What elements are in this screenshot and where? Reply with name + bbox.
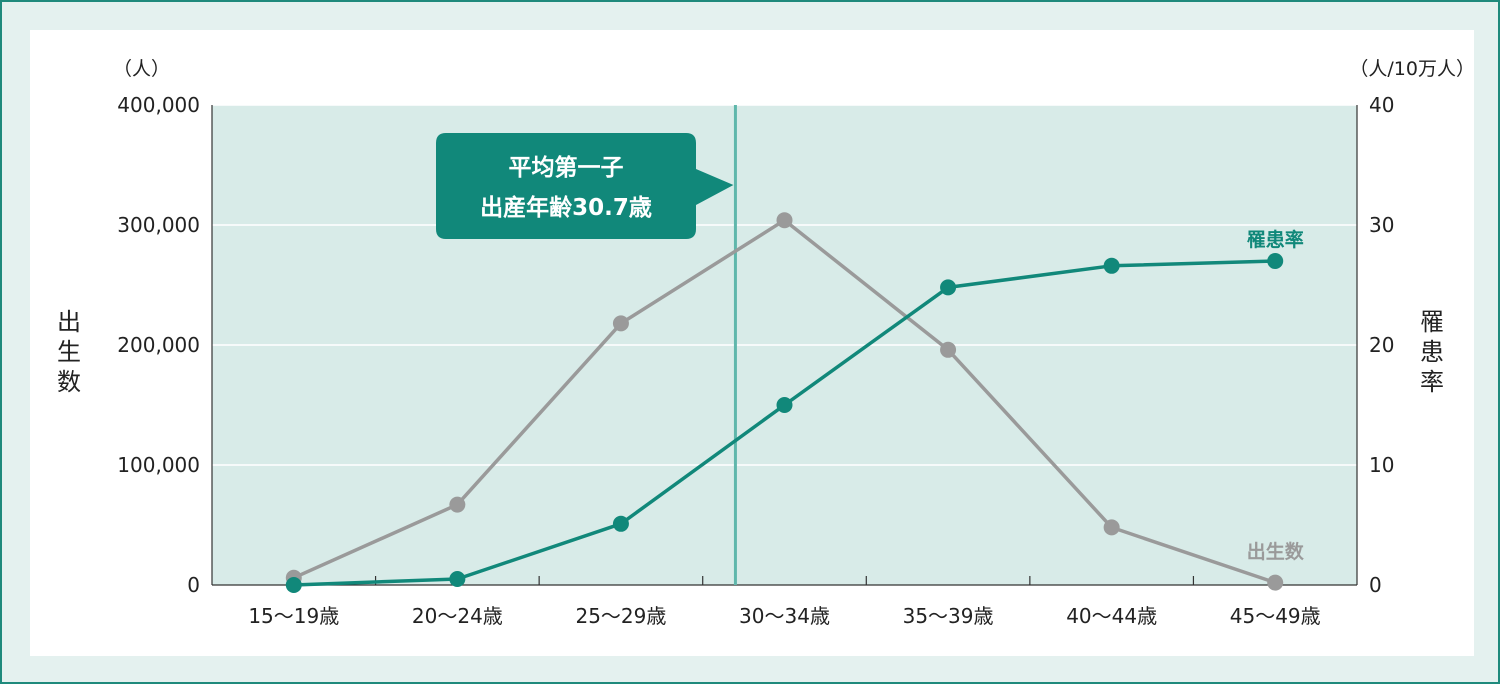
right-tick-label: 10 bbox=[1369, 453, 1394, 477]
data-point bbox=[612, 315, 629, 332]
series-layer bbox=[285, 212, 1284, 593]
axis-title-char: 罹 bbox=[1420, 308, 1444, 336]
category-label: 15〜19歳 bbox=[248, 604, 339, 628]
callout-box bbox=[436, 133, 734, 239]
data-point bbox=[776, 212, 793, 229]
axis-title-char: 数 bbox=[57, 368, 81, 396]
axis-title-char: 出 bbox=[57, 308, 81, 336]
category-label: 45〜49歳 bbox=[1230, 604, 1321, 628]
data-point bbox=[1103, 257, 1120, 274]
data-point bbox=[449, 496, 466, 513]
left-axis-ticks: 0 100,000 200,000 300,000 400,000 bbox=[117, 93, 200, 597]
data-point bbox=[940, 279, 957, 296]
right-tick-label: 20 bbox=[1369, 333, 1394, 357]
right-axis-ticks: 0 10 20 30 40 bbox=[1369, 93, 1394, 597]
data-point bbox=[449, 571, 466, 587]
callout-line-2: 出産年齢30.7歳 bbox=[480, 194, 652, 221]
category-label: 35〜39歳 bbox=[903, 604, 994, 628]
left-tick-label: 300,000 bbox=[117, 213, 200, 237]
data-point bbox=[776, 397, 793, 413]
axis-title-char: 率 bbox=[1420, 368, 1444, 396]
axis-title-char: 生 bbox=[57, 338, 81, 366]
category-label: 30〜34歳 bbox=[739, 604, 830, 628]
right-tick-label: 0 bbox=[1369, 573, 1382, 597]
data-point bbox=[1267, 253, 1284, 269]
left-tick-label: 200,000 bbox=[117, 333, 200, 357]
data-point bbox=[285, 577, 302, 593]
data-point bbox=[1103, 519, 1120, 536]
right-axis-unit: （人/10万人） bbox=[1349, 58, 1475, 80]
left-axis-title: 出生数 bbox=[57, 308, 81, 396]
data-point bbox=[1267, 574, 1284, 591]
series-label-incidence: 罹患率 bbox=[1247, 228, 1304, 251]
x-axis: 15〜19歳 20〜24歳 25〜29歳 30〜34歳 35〜39歳 40〜44歳 45〜4… bbox=[211, 105, 1358, 628]
right-tick-label: 30 bbox=[1369, 213, 1394, 237]
category-label: 20〜24歳 bbox=[412, 604, 503, 628]
data-point bbox=[612, 515, 629, 532]
data-point bbox=[940, 341, 957, 358]
callout-line-1: 平均第一子 bbox=[509, 154, 624, 181]
axis-title-char: 患 bbox=[1420, 338, 1444, 366]
right-tick-label: 40 bbox=[1369, 93, 1394, 117]
category-label: 40〜44歳 bbox=[1066, 604, 1157, 628]
left-axis-unit: （人） bbox=[113, 58, 170, 80]
category-label: 25〜29歳 bbox=[575, 604, 666, 628]
average-age-callout: 平均第一子 出産年齢30.7歳 bbox=[436, 133, 734, 239]
right-axis-title: 罹患率 bbox=[1420, 308, 1444, 396]
series-label-births: 出生数 bbox=[1247, 540, 1305, 563]
left-tick-label: 100,000 bbox=[117, 453, 200, 477]
left-tick-label: 0 bbox=[187, 573, 200, 597]
left-tick-label: 400,000 bbox=[117, 93, 200, 117]
